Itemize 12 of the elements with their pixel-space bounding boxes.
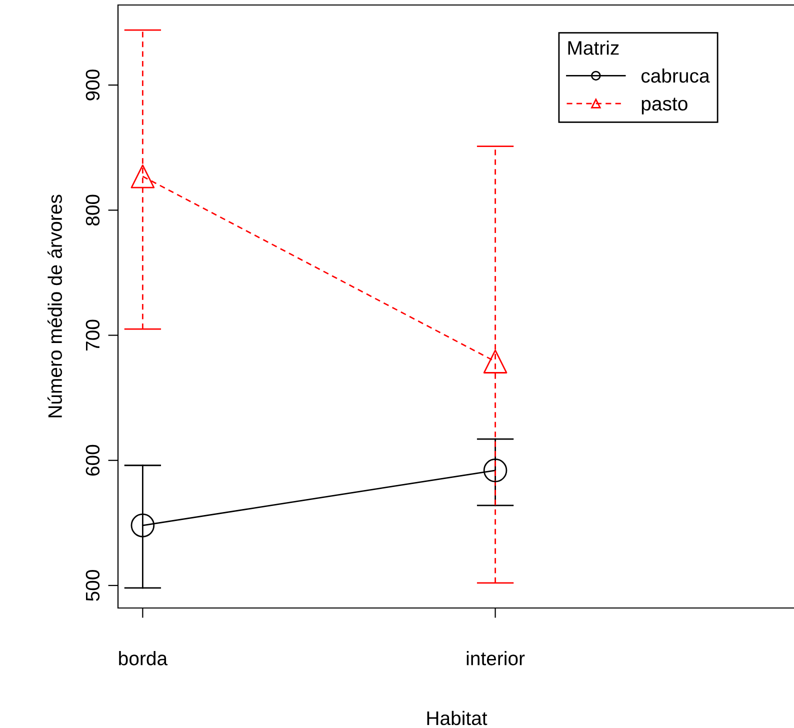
- y-tick-label: 900: [86, 70, 100, 100]
- x-tick-label: interior: [466, 651, 525, 666]
- legend-label: cabruca: [641, 68, 710, 83]
- y-tick-label: 500: [86, 570, 100, 601]
- y-axis-title: Número médio de árvores: [47, 194, 62, 418]
- y-tick-label: 700: [86, 320, 100, 350]
- y-tick-label: 800: [86, 194, 100, 226]
- y-tick-label: 600: [86, 444, 100, 476]
- x-tick-label: borda: [119, 651, 168, 666]
- legend-title: Matriz: [568, 40, 619, 55]
- x-axis-title: Habitat: [427, 710, 488, 726]
- legend-label: pasto: [642, 98, 688, 114]
